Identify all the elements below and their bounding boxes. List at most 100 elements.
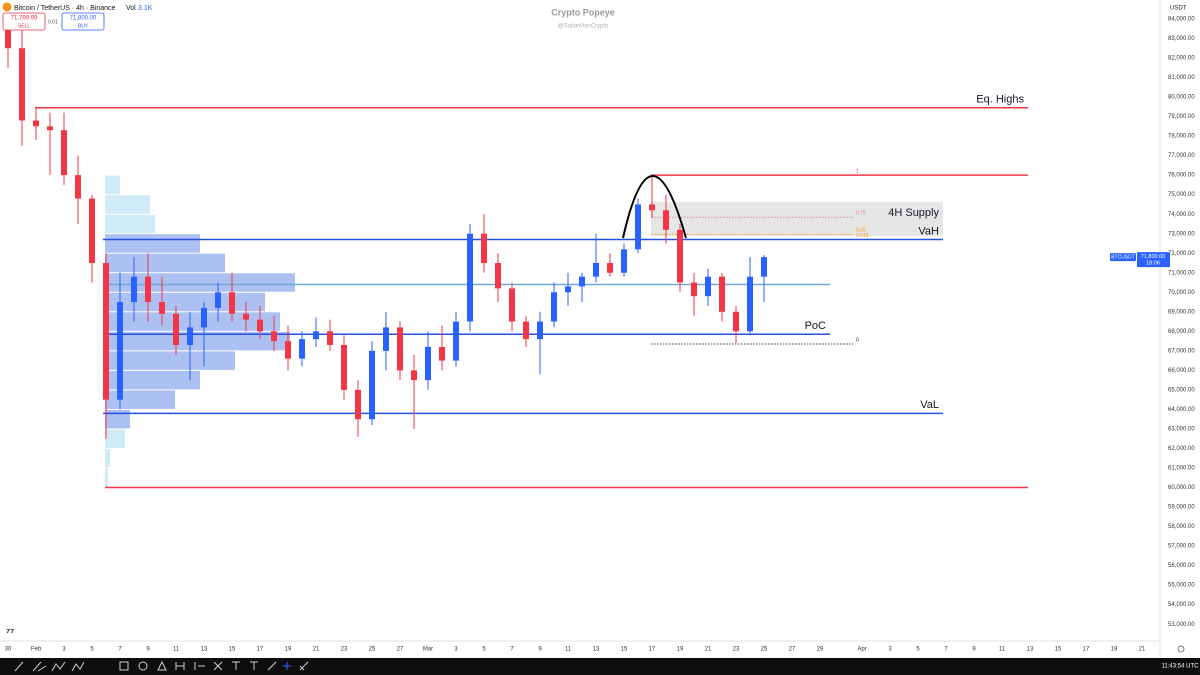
fib-label: 0.75 (856, 211, 866, 217)
candle-body (341, 344, 347, 390)
buy-label: BUY (78, 23, 89, 29)
y-tick-label: 73,000.00 (1168, 231, 1195, 237)
x-tick-label: 19 (285, 647, 292, 653)
volume-profile-bar (105, 390, 175, 409)
settings-icon[interactable] (1177, 645, 1185, 653)
buy-price: 71,800.00 (70, 16, 97, 22)
candle-body (145, 276, 151, 303)
y-tick-label: 57,000.00 (1168, 544, 1195, 550)
tool-note[interactable] (250, 661, 258, 670)
volume-profile-bar (105, 234, 200, 253)
candle-body (509, 288, 515, 322)
candle-body (117, 302, 123, 400)
y-tick-label: 75,000.00 (1168, 192, 1195, 198)
tool-crosshair[interactable] (283, 662, 291, 670)
tool-measure[interactable] (194, 662, 205, 670)
candle-body (201, 307, 207, 328)
x-tick-label: 7 (944, 647, 948, 653)
tool-brush[interactable] (267, 661, 277, 671)
axis-currency: USDT (1170, 6, 1187, 12)
x-tick-label: 15 (1055, 647, 1062, 653)
x-tick-label: 30 (5, 647, 12, 653)
candle-body (439, 346, 445, 361)
y-tick-label: 61,000.00 (1168, 466, 1195, 472)
x-tick-label: 19 (1111, 647, 1118, 653)
fib-label: 0.65 (856, 228, 866, 234)
candle-body (355, 389, 361, 420)
sell-button[interactable] (2, 12, 46, 31)
y-tick-label: 55,000.00 (1168, 583, 1195, 589)
candle-body (579, 276, 585, 287)
y-tick-label: 70,000.00 (1168, 290, 1195, 296)
y-tick-label: 68,000.00 (1168, 329, 1195, 335)
candle-body (187, 327, 193, 345)
x-tick-label: 5 (90, 647, 94, 653)
candle-body (47, 126, 53, 131)
candle-body (453, 321, 459, 361)
buy-button[interactable] (61, 12, 105, 31)
tool-cross[interactable] (213, 661, 223, 671)
tool-path[interactable] (71, 661, 85, 672)
x-tick-label: 15 (621, 647, 628, 653)
x-tick-label: 13 (593, 647, 600, 653)
volume-profile-bar (105, 175, 120, 195)
y-tick-label: 84,000.00 (1168, 17, 1195, 23)
tool-rect[interactable] (119, 661, 129, 671)
arc-annotation (622, 175, 687, 239)
tool-ray[interactable] (32, 661, 47, 672)
volume-profile-bar (105, 468, 108, 488)
symbol-title: Bitcoin / TetherUS · 4h · Binance (14, 5, 116, 12)
tool-trendline[interactable] (14, 661, 24, 672)
candle-body (313, 331, 319, 340)
watermark-handle: @SailorManCrypto (558, 24, 609, 30)
x-tick-label: 19 (677, 647, 684, 653)
candle-body (299, 339, 305, 359)
candle-body (523, 321, 529, 340)
candle-body (327, 331, 333, 345)
x-tick-label: Mar (423, 647, 433, 653)
level-label: VaH (918, 225, 939, 237)
y-tick-label: 63,000.00 (1168, 427, 1195, 433)
x-tick-label: 21 (313, 647, 320, 653)
x-tick-label: 7 (510, 647, 514, 653)
watermark-title: Crypto Popeye (551, 7, 615, 17)
volume-profile-bar (105, 448, 110, 468)
sell-label: SELL (18, 23, 30, 29)
x-tick-label: 15 (229, 647, 236, 653)
x-tick-label: Feb (31, 647, 42, 653)
x-tick-label: 23 (733, 647, 740, 653)
candle-body (19, 48, 25, 121)
x-tick-label: 13 (201, 647, 208, 653)
x-tick-label: 25 (369, 647, 376, 653)
candle-body (607, 262, 613, 273)
tool-polyline[interactable] (51, 661, 66, 672)
x-tick-label: 29 (817, 647, 824, 653)
tool-circle[interactable] (138, 661, 148, 671)
candle-body (285, 341, 291, 359)
candle-body (257, 319, 263, 332)
tool-range[interactable] (175, 662, 185, 670)
candle-body (551, 292, 557, 322)
candle-body (691, 282, 697, 297)
sell-price: 71,799.99 (11, 16, 38, 22)
tool-eraser[interactable] (299, 661, 309, 671)
y-tick-label: 59,000.00 (1168, 505, 1195, 511)
candle-body (103, 262, 109, 400)
tool-text[interactable] (232, 661, 240, 670)
candle-body (565, 286, 571, 293)
candle-body (621, 249, 627, 273)
volume-profile-bar (105, 351, 235, 370)
y-tick-label: 54,000.00 (1168, 602, 1195, 608)
y-tick-label: 83,000.00 (1168, 36, 1195, 42)
x-tick-label: 9 (538, 647, 542, 653)
candle-body (481, 233, 487, 263)
candle-body (271, 331, 277, 342)
fib-label: 0.618 (856, 233, 869, 239)
candle-body (61, 130, 67, 176)
candle-body (5, 28, 11, 49)
x-tick-label: Apr (857, 647, 866, 653)
level-label: Eq. Highs (976, 94, 1024, 106)
volume-profile-bar (105, 253, 225, 273)
x-tick-label: 5 (482, 647, 486, 653)
tool-triangle[interactable] (157, 660, 167, 671)
